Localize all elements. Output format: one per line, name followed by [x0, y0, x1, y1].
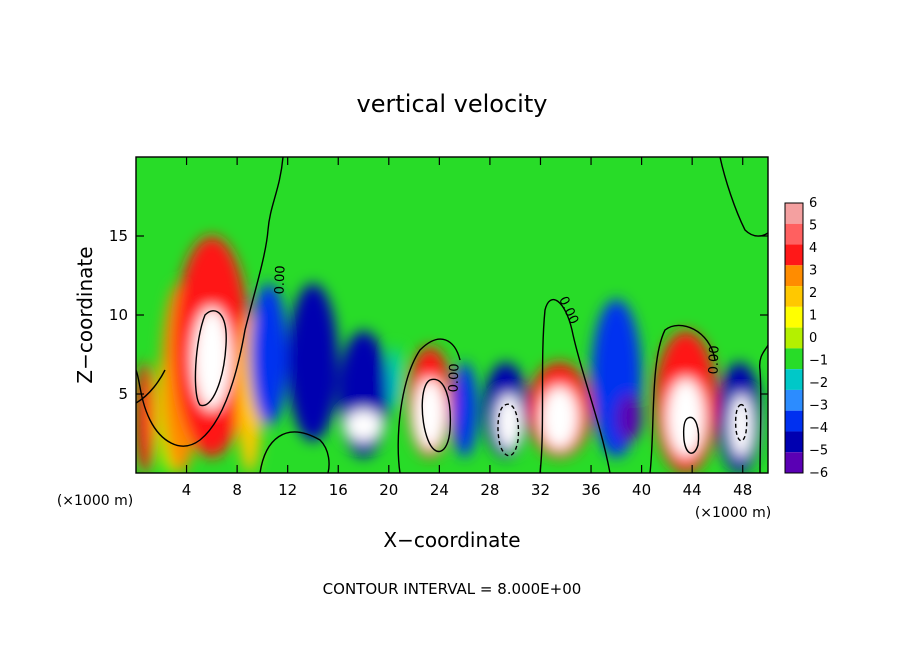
colorbar-label: −5 — [809, 444, 828, 459]
x-axis-label: X−coordinate — [383, 528, 520, 552]
downdraft-cell — [287, 283, 339, 442]
zero-contour — [539, 298, 611, 473]
y-axis: 5 10 15 — [109, 227, 768, 403]
updraft-core-contour — [682, 416, 700, 454]
x-tick-label: 32 — [531, 481, 550, 499]
colorbar-label: 5 — [809, 219, 817, 234]
colorbar-swatch — [785, 306, 803, 328]
colorbar-label: 2 — [809, 286, 817, 301]
x-units-left: (×1000 m) — [57, 493, 133, 509]
downdraft-cell — [249, 283, 288, 426]
updraft-cell — [540, 386, 579, 450]
colorbar-label: −4 — [809, 421, 828, 436]
x-tick-label: 28 — [480, 481, 499, 499]
colorbar-label: −1 — [809, 354, 828, 369]
colorbar-frame — [784, 202, 804, 474]
colorbar-swatch — [785, 431, 803, 453]
updraft-core-contour — [421, 378, 452, 453]
colorbar-label: 1 — [809, 309, 817, 324]
updraft-core-contour — [497, 403, 520, 457]
zero-contour-layer — [136, 157, 768, 473]
x-tick-label: 48 — [733, 481, 752, 499]
x-tick-label: 16 — [329, 481, 348, 499]
x-tick-label: 4 — [182, 481, 192, 499]
x-tick-label: 40 — [632, 481, 651, 499]
x-tick-label: 8 — [232, 481, 242, 499]
zero-contour — [719, 157, 768, 237]
contour-label: 0.00 — [707, 345, 723, 374]
zero-contour — [259, 431, 330, 473]
downdraft-cell — [616, 394, 642, 442]
colorbar-label: −2 — [809, 376, 828, 391]
contour-interval-note: CONTOUR INTERVAL = 8.000E+00 — [323, 580, 582, 598]
colorbar-label: 4 — [809, 241, 817, 256]
updraft-cell — [192, 307, 231, 410]
updraft-cell — [344, 409, 383, 442]
colorbar-swatch — [785, 223, 803, 245]
y-axis-label: Z−coordinate — [73, 246, 97, 383]
zero-contour — [397, 338, 461, 473]
zero-contour — [758, 344, 768, 473]
colorbar-swatch — [785, 244, 803, 266]
x-tick-label: 24 — [430, 481, 449, 499]
colorbar-label: −6 — [809, 466, 828, 481]
colorbar-swatch — [785, 265, 803, 287]
updraft-cell — [414, 378, 446, 450]
downdraft-cell — [388, 346, 402, 410]
colorbar-label: 3 — [809, 264, 817, 279]
colorbar-swatch — [785, 410, 803, 432]
colorbar-label: 6 — [809, 196, 817, 211]
updraft-core-contour — [194, 310, 227, 407]
y-tick-label: 15 — [109, 227, 128, 245]
x-tick-label: 12 — [278, 481, 297, 499]
downdraft-cell — [452, 362, 478, 458]
colorbar-swatch — [785, 327, 803, 349]
colorbar-label: 0 — [809, 331, 817, 346]
downdraft-core-contour — [734, 404, 748, 442]
colorbar-swatch — [785, 452, 803, 473]
colorbar: 6 5 4 3 2 1 0 −1 −2 −3 −4 −5 −6 — [784, 196, 828, 481]
colorbar-swatch — [785, 203, 803, 224]
zero-contour — [136, 157, 284, 447]
y-tick-label: 5 — [118, 385, 128, 403]
updraft-cell — [730, 394, 753, 458]
velocity-field-layer — [136, 236, 762, 473]
colorbar-swatch — [785, 286, 803, 307]
x-tick-label: 20 — [379, 481, 398, 499]
contour-label: 0.00 — [447, 363, 463, 392]
colorbar-label: −3 — [809, 399, 828, 414]
x-axis: 4 8 12 16 20 24 28 32 36 40 44 48 — [182, 157, 752, 499]
x-units-right: (×1000 m) — [695, 505, 771, 521]
updraft-cell — [666, 378, 705, 458]
colorbar-swatch — [785, 369, 803, 390]
x-tick-label: 44 — [683, 481, 702, 499]
zero-contour — [649, 324, 716, 473]
zero-contour — [136, 369, 166, 404]
x-tick-label: 36 — [581, 481, 600, 499]
plot-area — [136, 157, 768, 473]
chart-title: vertical velocity — [357, 90, 548, 118]
colorbar-swatch — [785, 348, 803, 370]
colorbar-swatch — [785, 389, 803, 411]
y-tick-label: 10 — [109, 306, 128, 324]
contour-label: 0.00 — [273, 265, 289, 294]
